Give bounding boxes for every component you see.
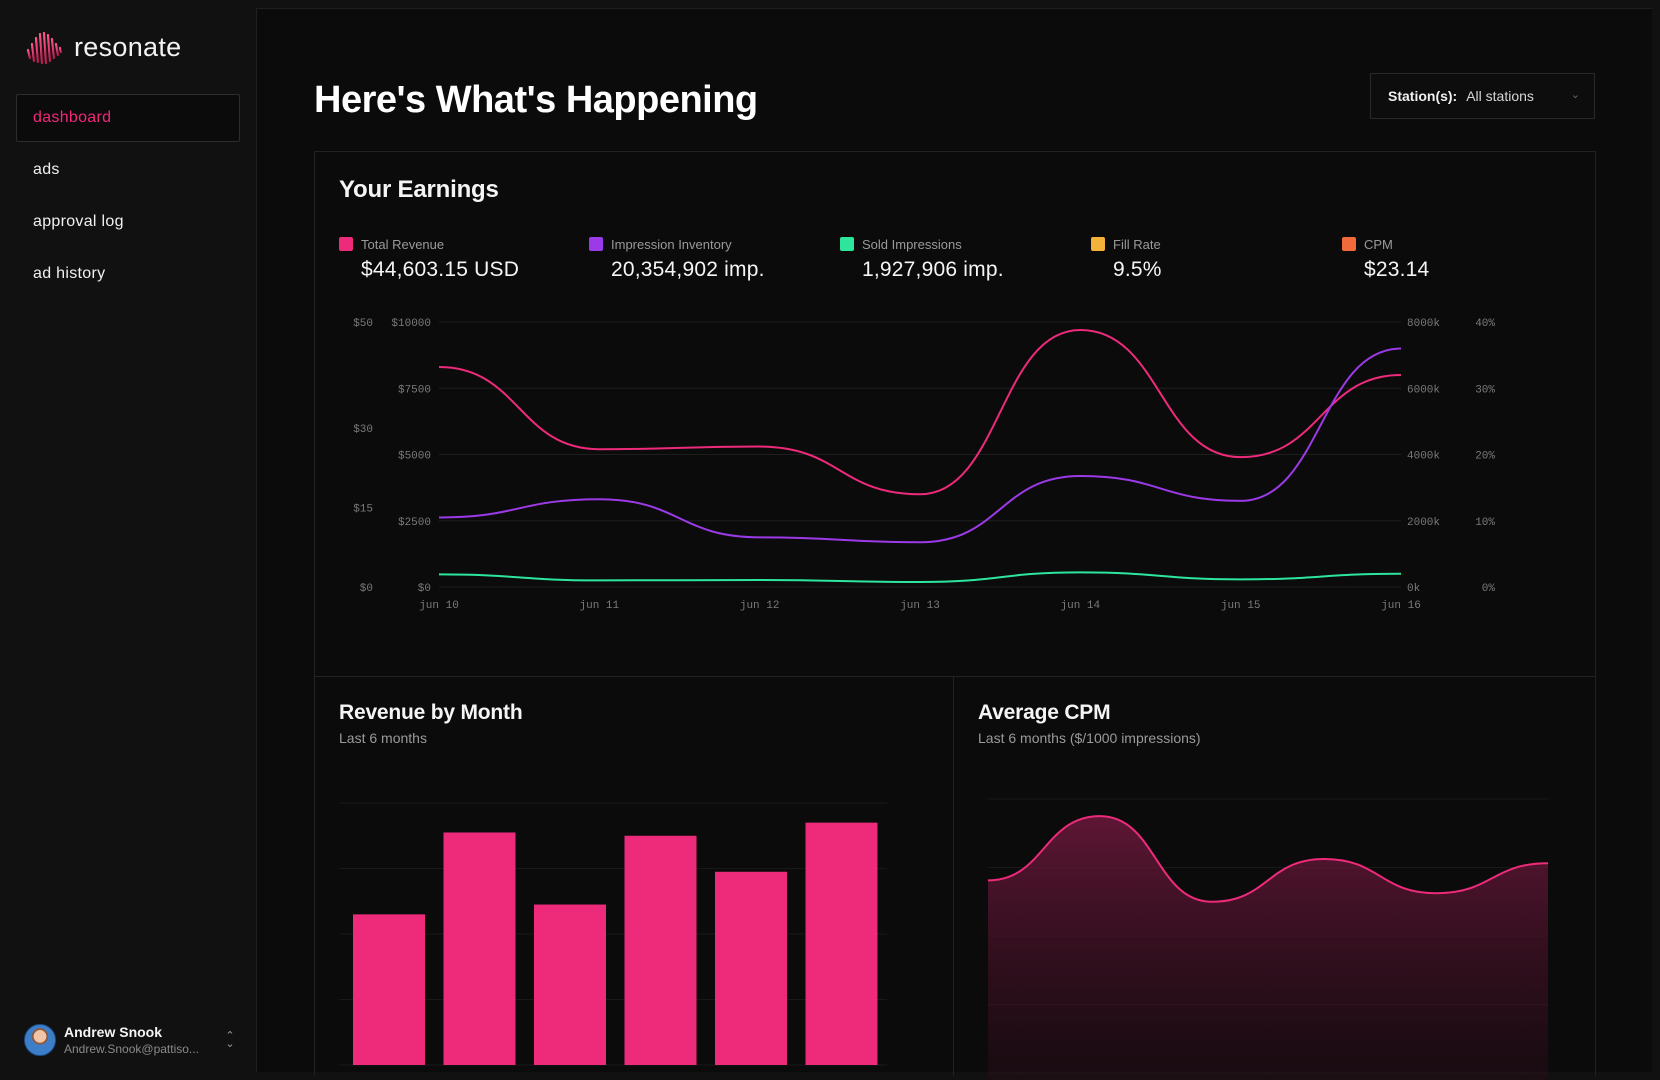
user-info: Andrew Snook Andrew.Snook@pattiso... — [64, 1024, 214, 1057]
y-tick-label-fill-rate: 10% — [1475, 517, 1495, 529]
station-select[interactable]: Station(s): All stations ⌄ — [1370, 73, 1595, 119]
metric-value: 9.5% — [1113, 258, 1162, 281]
average-cpm-card: Average CPM Last 6 months ($/1000 impres… — [953, 676, 1596, 1080]
sidebar-item-ad-history[interactable]: ad history — [33, 265, 106, 282]
x-tick-label: jun 16 — [1381, 600, 1421, 612]
cpm-area-chart — [987, 798, 1549, 1080]
metric-label: CPM — [1364, 236, 1393, 252]
y-tick-label-revenue: $2500 — [398, 517, 431, 529]
earnings-card: Your Earnings Total Revenue $44,603.15 U… — [314, 151, 1596, 677]
metric-value: $44,603.15 USD — [361, 258, 520, 281]
logo[interactable]: resonate — [24, 28, 181, 66]
user-name: Andrew Snook — [64, 1023, 163, 1040]
earnings-title: Your Earnings — [339, 176, 499, 203]
metric-fill-rate[interactable]: Fill Rate 9.5% — [1091, 236, 1162, 282]
user-menu[interactable]: Andrew Snook Andrew.Snook@pattiso... ⌃ ⌄ — [24, 1022, 236, 1058]
x-tick-label: jun 12 — [740, 600, 780, 612]
legend-swatch — [1342, 237, 1356, 251]
y-tick-label-cpm: $30 — [353, 424, 373, 436]
metric-label: Fill Rate — [1113, 236, 1161, 252]
metric-value: 20,354,902 imp. — [611, 258, 765, 281]
series-line-total-revenue — [438, 328, 1402, 496]
x-tick-label: jun 13 — [900, 600, 940, 612]
resonate-logo-icon — [26, 31, 63, 65]
y-tick-label-cpm: $0 — [360, 583, 373, 595]
page-title: Here's What's Happening — [314, 79, 758, 121]
chevron-up-down-icon[interactable]: ⌃ ⌄ — [225, 1030, 235, 1050]
revenue-bar-chart: janfebmaraprmayjun — [339, 802, 887, 1066]
x-tick-label: jun 14 — [1061, 600, 1101, 612]
sidebar-nav: dashboard ads approval log ad history — [16, 94, 240, 302]
station-select-label: Station(s): — [1388, 88, 1458, 104]
bar-may — [715, 871, 787, 1065]
chevron-down-icon: ⌄ — [1570, 89, 1580, 101]
avatar — [24, 1024, 56, 1056]
metric-label: Sold Impressions — [862, 236, 962, 252]
brand-name: resonate — [74, 31, 182, 62]
sidebar-item-ads[interactable]: ads — [33, 161, 60, 178]
y-tick-label-fill-rate: 30% — [1475, 384, 1495, 396]
metric-value: 1,927,906 imp. — [862, 258, 1004, 281]
y-tick-label-revenue: $10000 — [391, 318, 431, 330]
sidebar-item-dashboard[interactable]: dashboard — [16, 94, 240, 142]
earnings-metrics: Total Revenue $44,603.15 USD Impression … — [339, 236, 1579, 286]
legend-swatch — [339, 237, 353, 251]
y-tick-label-impressions: 4000k — [1407, 451, 1440, 463]
bar-apr — [624, 835, 697, 1065]
cpm-area-fill — [988, 816, 1548, 1080]
y-tick-label-impressions: 2000k — [1407, 517, 1440, 529]
revenue-by-month-card: Revenue by Month Last 6 months janfebmar… — [314, 676, 954, 1076]
bar-mar — [534, 904, 606, 1065]
sidebar: resonate dashboard ads approval log ad h… — [0, 0, 256, 1080]
legend-swatch — [840, 237, 854, 251]
y-tick-label-revenue: $7500 — [398, 384, 431, 396]
x-tick-label: jun 11 — [580, 600, 620, 612]
y-tick-label-impressions: 6000k — [1407, 384, 1440, 396]
series-line-impression-inventory — [438, 347, 1402, 544]
station-select-value: All stations — [1466, 88, 1534, 104]
revenue-by-month-subtitle: Last 6 months — [339, 730, 427, 746]
main-panel: Here's What's Happening Station(s): All … — [256, 8, 1652, 1080]
earnings-line-chart: $0 $15 $30 $50 $0 $2500 $5000 $7500 $10000 0k 2000… — [353, 318, 1496, 612]
y-tick-label-fill-rate: 20% — [1475, 451, 1495, 463]
y-tick-label-fill-rate: 40% — [1475, 318, 1495, 330]
series-line-sold-impressions — [438, 571, 1402, 584]
x-tick-label: jun 15 — [1221, 600, 1261, 612]
metric-impression-inventory[interactable]: Impression Inventory 20,354,902 imp. — [589, 236, 765, 282]
legend-swatch — [1091, 237, 1105, 251]
average-cpm-subtitle: Last 6 months ($/1000 impressions) — [978, 730, 1201, 746]
legend-swatch — [589, 237, 603, 251]
bar-jun — [805, 822, 878, 1065]
y-tick-label-impressions: 8000k — [1407, 318, 1440, 330]
metric-label: Total Revenue — [361, 236, 445, 252]
metric-sold-impressions[interactable]: Sold Impressions 1,927,906 imp. — [840, 236, 1004, 282]
x-tick-label: jun 10 — [419, 600, 459, 612]
average-cpm-title: Average CPM — [978, 701, 1111, 724]
y-tick-label-fill-rate: 0% — [1482, 583, 1496, 595]
user-email: Andrew.Snook@pattiso... — [64, 1041, 199, 1056]
metric-cpm[interactable]: CPM $23.14 — [1342, 236, 1429, 282]
metric-label: Impression Inventory — [611, 236, 732, 252]
metric-value: $23.14 — [1364, 258, 1430, 281]
sidebar-item-approval-log[interactable]: approval log — [33, 213, 124, 230]
y-tick-label-revenue: $0 — [418, 583, 431, 595]
cpm-area-line — [987, 815, 1549, 903]
y-tick-label-cpm: $50 — [353, 318, 373, 330]
revenue-by-month-title: Revenue by Month — [339, 701, 523, 724]
bar-jan — [353, 914, 425, 1065]
bar-feb — [443, 832, 516, 1065]
metric-total-revenue[interactable]: Total Revenue $44,603.15 USD — [339, 236, 519, 282]
y-tick-label-revenue: $5000 — [398, 451, 431, 463]
y-tick-label-cpm: $15 — [353, 504, 373, 516]
y-tick-label-impressions: 0k — [1407, 583, 1421, 595]
